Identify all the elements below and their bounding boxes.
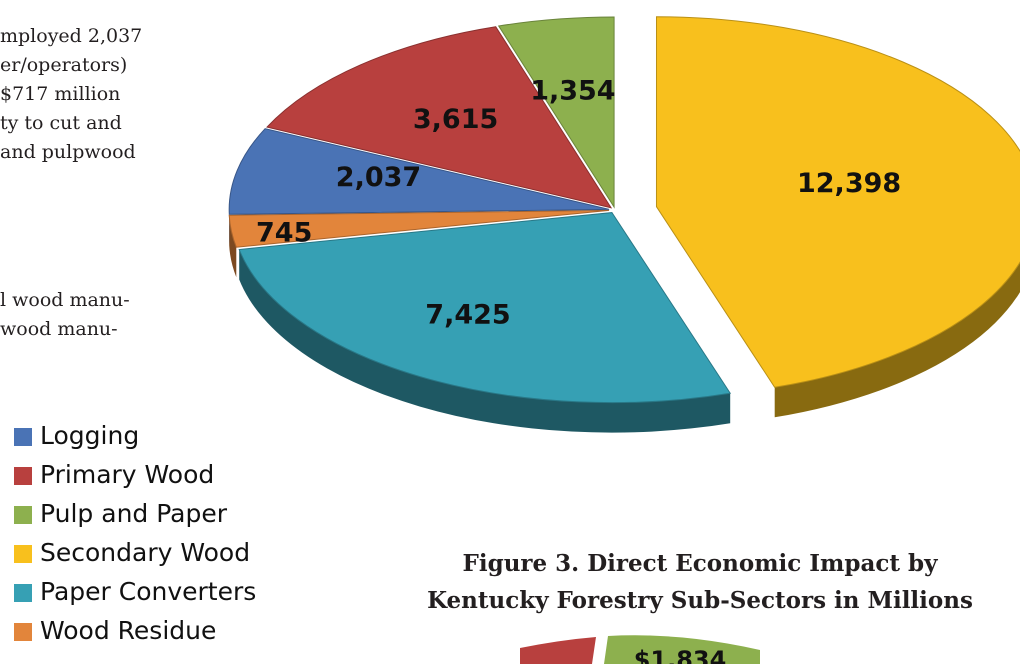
pie-labels: 12,398 7,425 745 2,037 3,615 1,354 [256, 76, 901, 331]
legend-item-paper-converters: Paper Converters [0, 576, 360, 608]
body-text-line: l wood manu- [0, 289, 130, 311]
data-label-primary-wood: 3,615 [413, 104, 498, 135]
legend-swatch-logging [14, 428, 32, 446]
legend-label: Pulp and Paper [40, 499, 228, 528]
body-text-top: mployed 2,037 er/operators) $717 million… [0, 22, 200, 167]
body-text-line: and pulpwood [0, 141, 136, 163]
legend-item-primary-wood: Primary Wood [0, 459, 360, 491]
legend-swatch-primary-wood [14, 467, 32, 485]
legend-item-secondary-wood: Secondary Wood [0, 537, 360, 569]
data-label-paper-converters: 7,425 [425, 299, 510, 330]
figure-caption: Figure 3. Direct Economic Impact by Kent… [370, 545, 1020, 619]
body-text-line: ty to cut and [0, 112, 122, 134]
body-text-line: $717 million [0, 83, 121, 105]
next-chart-slice-primary-wood [520, 637, 596, 664]
pie-slice-wood-residue [228, 209, 610, 248]
legend-item-pulp-and-paper: Pulp and Paper [0, 498, 360, 530]
legend-swatch-pulp-and-paper [14, 506, 32, 524]
pie-slice-logging [228, 128, 610, 215]
pie-tops [228, 16, 1020, 404]
pie-side-secondary-wood [774, 262, 1020, 418]
data-label-wood-residue: 745 [256, 217, 312, 248]
legend-label: Paper Converters [40, 577, 257, 606]
body-text-line: wood manu- [0, 318, 118, 340]
pie-slice-primary-wood [266, 26, 613, 209]
legend-label: Primary Wood [40, 460, 215, 489]
legend-item-logging: Logging [0, 420, 360, 452]
caption-line: Figure 3. Direct Economic Impact by [462, 550, 938, 577]
legend-swatch-paper-converters [14, 584, 32, 602]
legend-swatch-secondary-wood [14, 545, 32, 563]
next-chart-slice-pulp-and-paper [604, 635, 760, 664]
next-chart-data-label: $1,834 [634, 646, 727, 664]
body-text-middle: l wood manu- wood manu- [0, 286, 200, 344]
legend-item-wood-residue: Wood Residue [0, 615, 360, 647]
pie-side-paper-converters [239, 249, 731, 433]
data-label-logging: 2,037 [336, 162, 421, 193]
next-chart-partial: $1,834 [520, 635, 760, 664]
body-text-line: er/operators) [0, 54, 128, 76]
legend-label: Logging [40, 421, 140, 450]
pie-slice-pulp-and-paper [497, 16, 615, 209]
body-text-line: mployed 2,037 [0, 25, 143, 47]
caption-line: Kentucky Forestry Sub-Sectors in Million… [427, 587, 973, 614]
legend-label: Secondary Wood [40, 538, 251, 567]
pie-slice-paper-converters [238, 212, 732, 404]
legend-swatch-wood-residue [14, 623, 32, 641]
pie-slice-secondary-wood [655, 16, 1020, 388]
data-label-pulp-and-paper: 1,354 [530, 76, 615, 107]
data-label-secondary-wood: 12,398 [797, 168, 901, 199]
legend-label: Wood Residue [40, 616, 217, 645]
